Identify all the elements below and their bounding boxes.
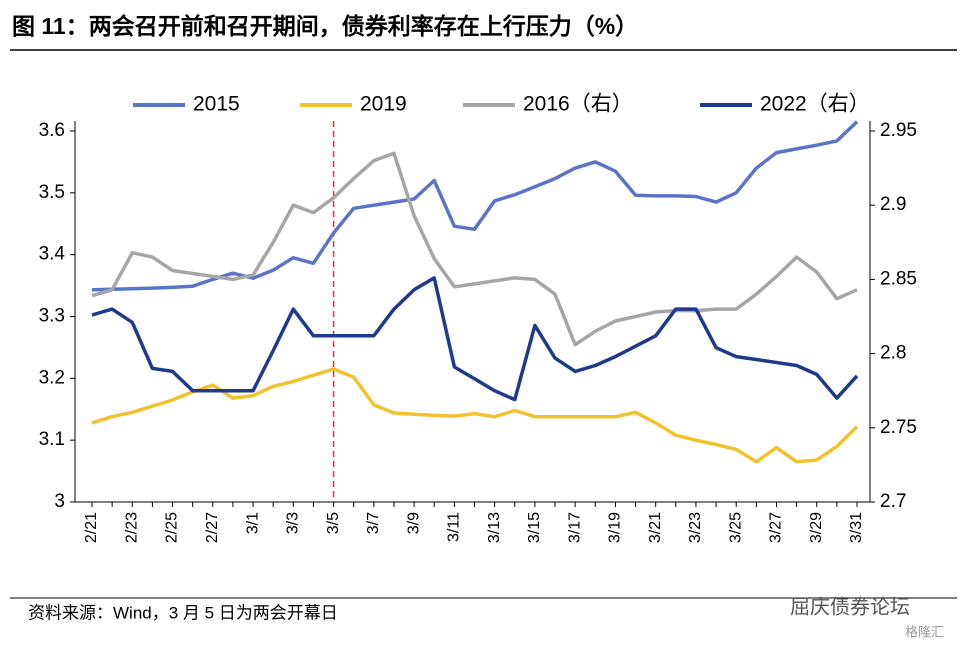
y2-tick-label: 2.8 xyxy=(880,343,906,364)
x-tick-label: 3/9 xyxy=(405,512,422,534)
series-line xyxy=(91,120,859,292)
x-tick-label: 3/17 xyxy=(566,512,583,543)
source-note: 资料来源：Wind，3 月 5 日为两会开幕日 xyxy=(28,603,338,622)
x-tick-label: 3/15 xyxy=(526,512,543,543)
x-tick-label: 2/25 xyxy=(164,512,181,543)
chart-title: 图 11：两会召开前和召开期间，债券利率存在上行压力（%） xyxy=(12,13,638,39)
y-tick-label: 3.1 xyxy=(39,429,65,450)
x-tick-label: 3/3 xyxy=(285,512,302,534)
x-tick-label: 2/21 xyxy=(83,512,100,543)
series-line xyxy=(91,367,859,464)
x-tick-label: 2/27 xyxy=(204,512,221,543)
x-tick-label: 3/11 xyxy=(446,512,463,542)
x-tick-label: 3/19 xyxy=(607,512,624,543)
x-tick-label: 3/13 xyxy=(486,512,503,543)
y2-tick-label: 2.9 xyxy=(880,194,906,215)
series-line xyxy=(91,151,858,347)
y-tick-label: 3.3 xyxy=(39,306,65,327)
x-tick-label: 3/5 xyxy=(325,512,342,534)
x-tick-label: 3/27 xyxy=(768,512,785,543)
y-tick-label: 3 xyxy=(54,491,65,512)
legend-label: 2019 xyxy=(360,93,407,116)
x-tick-label: 3/23 xyxy=(687,512,704,543)
y2-tick-label: 2.75 xyxy=(880,417,917,438)
series-group xyxy=(91,120,859,464)
legend-label: 2022（右） xyxy=(760,93,870,116)
watermark-2: 格隆汇 xyxy=(905,624,944,639)
legend-label: 2015 xyxy=(193,93,240,116)
x-tick-label: 3/31 xyxy=(848,512,865,543)
x-tick-label: 2/23 xyxy=(123,512,140,543)
legend-label: 2016（右） xyxy=(523,93,633,116)
x-tick-label: 3/1 xyxy=(244,512,261,534)
y2-tick-label: 2.95 xyxy=(880,120,917,141)
y2-tick-label: 2.85 xyxy=(880,268,917,289)
x-tick-label: 3/29 xyxy=(808,512,825,543)
series-line xyxy=(91,276,859,402)
y-tick-label: 3.6 xyxy=(39,120,65,141)
y-tick-label: 3.4 xyxy=(39,244,66,265)
y-tick-label: 3.5 xyxy=(39,182,65,203)
x-tick-label: 3/21 xyxy=(647,512,664,543)
watermark: 屈庆债券论坛 xyxy=(790,595,910,618)
y-tick-label: 3.2 xyxy=(39,367,65,388)
x-tick-label: 3/25 xyxy=(727,512,744,543)
y2-tick-label: 2.7 xyxy=(880,491,906,512)
x-tick-label: 3/7 xyxy=(365,512,382,534)
